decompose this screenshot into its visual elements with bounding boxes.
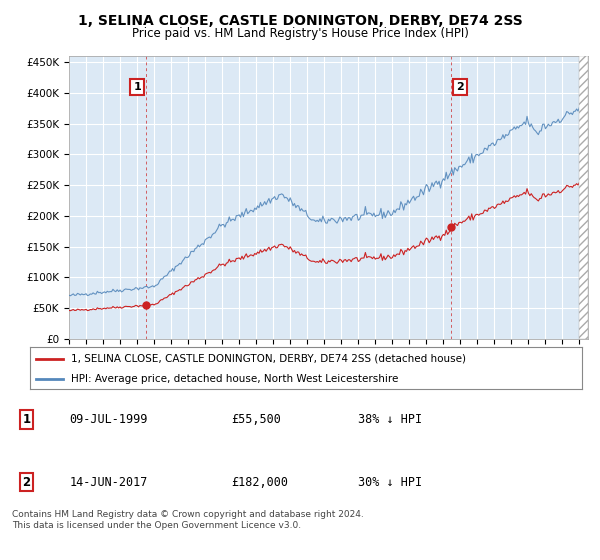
Text: HPI: Average price, detached house, North West Leicestershire: HPI: Average price, detached house, Nort… — [71, 374, 399, 384]
Text: 30% ↓ HPI: 30% ↓ HPI — [358, 475, 422, 489]
Text: 38% ↓ HPI: 38% ↓ HPI — [358, 413, 422, 426]
Text: 2: 2 — [22, 475, 31, 489]
Text: 1, SELINA CLOSE, CASTLE DONINGTON, DERBY, DE74 2SS (detached house): 1, SELINA CLOSE, CASTLE DONINGTON, DERBY… — [71, 354, 466, 364]
Text: 09-JUL-1999: 09-JUL-1999 — [70, 413, 148, 426]
Text: 2: 2 — [456, 82, 464, 92]
Text: 1: 1 — [133, 82, 141, 92]
Text: £182,000: £182,000 — [231, 475, 288, 489]
Text: 1, SELINA CLOSE, CASTLE DONINGTON, DERBY, DE74 2SS: 1, SELINA CLOSE, CASTLE DONINGTON, DERBY… — [77, 14, 523, 28]
Text: 14-JUN-2017: 14-JUN-2017 — [70, 475, 148, 489]
Text: 1: 1 — [22, 413, 31, 426]
Text: £55,500: £55,500 — [231, 413, 281, 426]
Text: Contains HM Land Registry data © Crown copyright and database right 2024.
This d: Contains HM Land Registry data © Crown c… — [12, 510, 364, 530]
Text: Price paid vs. HM Land Registry's House Price Index (HPI): Price paid vs. HM Land Registry's House … — [131, 27, 469, 40]
